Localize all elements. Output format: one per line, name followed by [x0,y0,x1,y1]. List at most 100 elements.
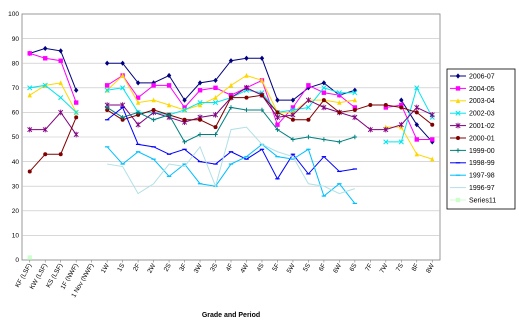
series-line [29,117,77,172]
legend: 2006-07 2004-05 2003-04 2002-03 2001-02 2000-… [446,68,516,210]
data-point [42,126,48,133]
data-point [197,80,203,86]
legend-item: Series11 [450,197,496,204]
data-point [27,169,32,174]
data-point [455,86,461,91]
series-2006-07 [27,45,435,145]
data-point [244,107,249,113]
x-tick-label: 5S [302,262,312,273]
data-point [352,97,358,103]
y-tick-label: 10 [12,233,20,240]
data-point [430,137,435,142]
x-tick-label: 3S [209,262,219,273]
data-point [430,156,435,162]
data-point [104,87,110,93]
x-tick-label: 1W [100,262,111,275]
data-point [151,97,156,103]
data-point [73,131,79,138]
series-line [107,126,356,195]
data-point [337,139,342,145]
data-point [213,95,218,100]
series-2000-01 [27,93,435,174]
data-point [182,97,187,103]
data-point [306,117,311,122]
data-point [58,80,63,86]
data-point [259,77,265,83]
legend-label: 1998-99 [469,160,495,167]
data-point [120,72,125,78]
data-point [275,110,280,115]
data-point [151,80,156,86]
data-point [306,134,311,140]
data-point [414,104,420,111]
data-point [58,58,63,63]
y-tick-label: 90 [12,36,20,43]
data-point [213,112,219,118]
data-point [135,110,141,115]
data-point [166,112,172,118]
data-point [305,97,311,103]
data-point [455,197,461,203]
x-tick-label: 4W [239,262,250,275]
data-point [399,105,404,110]
series-1998-99 [104,106,358,180]
data-point [290,137,296,142]
x-tick-label: 6F [318,262,328,272]
x-tick-label: 4F [225,262,235,272]
data-point [228,58,234,64]
data-point [105,107,110,112]
data-point [42,82,48,88]
legend-item: 1997-98 [450,173,495,180]
y-tick-label: 50 [12,134,20,141]
y-tick-label: 100 [8,11,19,18]
data-point [135,99,141,105]
x-tick-label: 5W [286,262,297,275]
x-tick-label: 3F [178,262,188,272]
legend-label: 2001-02 [469,123,495,130]
legend-label: 1999-00 [469,148,495,155]
legend-item: 2000-01 [450,135,495,142]
data-point [290,112,296,118]
data-point [352,107,357,112]
data-point [259,107,265,113]
legend-item: 2004-05 [450,86,495,93]
data-point [104,105,110,110]
data-point [229,95,233,100]
data-point [414,85,420,91]
legend-item: 2003-04 [450,98,495,105]
data-point [321,98,326,103]
legend-item: 1998-99 [450,160,495,167]
data-point [455,110,461,116]
data-point [104,83,110,88]
y-tick-label: 0 [15,257,19,264]
data-point [73,100,79,105]
data-point [43,152,48,157]
data-point [120,117,125,122]
data-point [414,122,419,128]
data-point [213,77,218,84]
data-point [429,112,435,118]
series-line [107,87,433,131]
data-point [136,112,141,117]
data-point [455,73,461,79]
data-point [27,126,33,133]
series-line [385,86,433,143]
data-point [120,115,125,120]
series-1999-00 [104,105,358,145]
x-tick-label: 7F [364,262,374,272]
data-point [259,55,265,61]
data-point [383,139,389,145]
legend-label: 2006-07 [469,73,495,80]
data-point [27,85,33,91]
data-point [305,104,311,111]
data-point [166,102,172,108]
data-point [321,104,327,111]
data-point [290,117,295,122]
data-point [321,80,327,86]
x-tick-label: 5F [271,262,281,272]
y-tick-label: 30 [12,183,20,190]
series-group [27,45,435,260]
data-point [120,85,126,91]
data-point [120,60,125,66]
data-point [337,110,342,115]
